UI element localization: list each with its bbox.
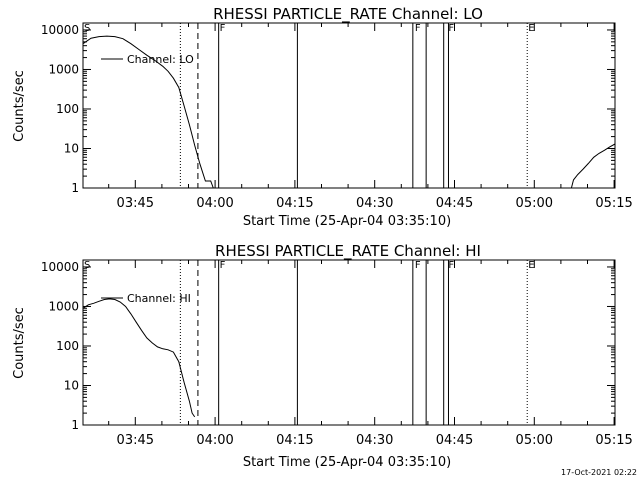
y-tick-label: 10 — [64, 141, 79, 155]
y-tick-label: 10000 — [41, 23, 79, 37]
x-tick-label: 04:45 — [436, 433, 473, 448]
y-tick-label: 100 — [56, 339, 79, 353]
x-tick-label: 05:00 — [516, 433, 553, 448]
y-tick-label: 100 — [56, 102, 79, 116]
x-tick-label: 04:15 — [276, 433, 313, 448]
x-axis-ticks: 03:45 04:00 04:15 04:30 04:45 05:00 05:15 — [108, 260, 633, 448]
y-tick-label: 1000 — [48, 299, 79, 313]
y-tick-label: 10000 — [41, 260, 79, 274]
flag-label: F — [415, 23, 421, 34]
chart-panel-hi: RHESSI PARTICLE_RATE Channel: HI S F F F E 1… — [12, 242, 633, 470]
footer-timestamp: 17-Oct-2021 02:22 — [561, 468, 637, 477]
x-axis-label: Start Time (25-Apr-04 03:35:10) — [243, 214, 451, 229]
legend-label: Channel: HI — [127, 292, 191, 305]
x-tick-label: 04:30 — [356, 433, 393, 448]
series-line — [82, 35, 214, 189]
flag-label: F — [220, 260, 226, 271]
series-line — [82, 298, 196, 418]
x-tick-label: 03:45 — [117, 433, 154, 448]
y-tick-label: 1 — [71, 181, 79, 195]
y-axis-ticks: 1 10 100 1000 10000 — [41, 260, 615, 432]
x-axis-label: Start Time (25-Apr-04 03:35:10) — [243, 455, 451, 470]
chart-title: RHESSI PARTICLE_RATE Channel: HI — [215, 242, 481, 261]
plot-frame — [82, 22, 616, 189]
flag-label: F — [448, 23, 454, 34]
x-tick-label: 04:15 — [276, 196, 313, 211]
x-tick-label: 05:15 — [595, 433, 632, 448]
y-tick-label: 1000 — [48, 62, 79, 76]
flag-label: S — [84, 23, 90, 34]
x-tick-label: 04:00 — [196, 433, 233, 448]
y-tick-label: 1 — [71, 418, 79, 432]
x-tick-label: 05:15 — [595, 196, 632, 211]
chart-panel-lo: RHESSI PARTICLE_RATE Channel: LO S F F F E 1… — [12, 5, 633, 229]
legend-label: Channel: LO — [127, 53, 194, 66]
x-tick-label: 04:30 — [356, 196, 393, 211]
x-tick-label: 03:45 — [117, 196, 154, 211]
flag-label: F — [415, 260, 421, 271]
plot-frame — [82, 259, 616, 426]
y-tick-label: 10 — [64, 378, 79, 392]
x-axis-ticks: 03:45 04:00 04:15 04:30 04:45 05:00 05:15 — [108, 23, 633, 211]
x-tick-label: 04:00 — [196, 196, 233, 211]
y-axis-ticks: 1 10 100 1000 10000 — [41, 23, 615, 195]
flag-label: F — [220, 23, 226, 34]
x-tick-label: 05:00 — [516, 196, 553, 211]
flag-label: E — [528, 23, 534, 34]
flag-label: E — [528, 260, 534, 271]
series-line — [570, 143, 616, 189]
chart-title: RHESSI PARTICLE_RATE Channel: LO — [213, 5, 483, 24]
y-axis-label: Counts/sec — [12, 307, 27, 379]
x-tick-label: 04:45 — [436, 196, 473, 211]
flag-label: S — [84, 260, 90, 271]
flag-label: F — [448, 260, 454, 271]
y-axis-label: Counts/sec — [12, 70, 27, 142]
